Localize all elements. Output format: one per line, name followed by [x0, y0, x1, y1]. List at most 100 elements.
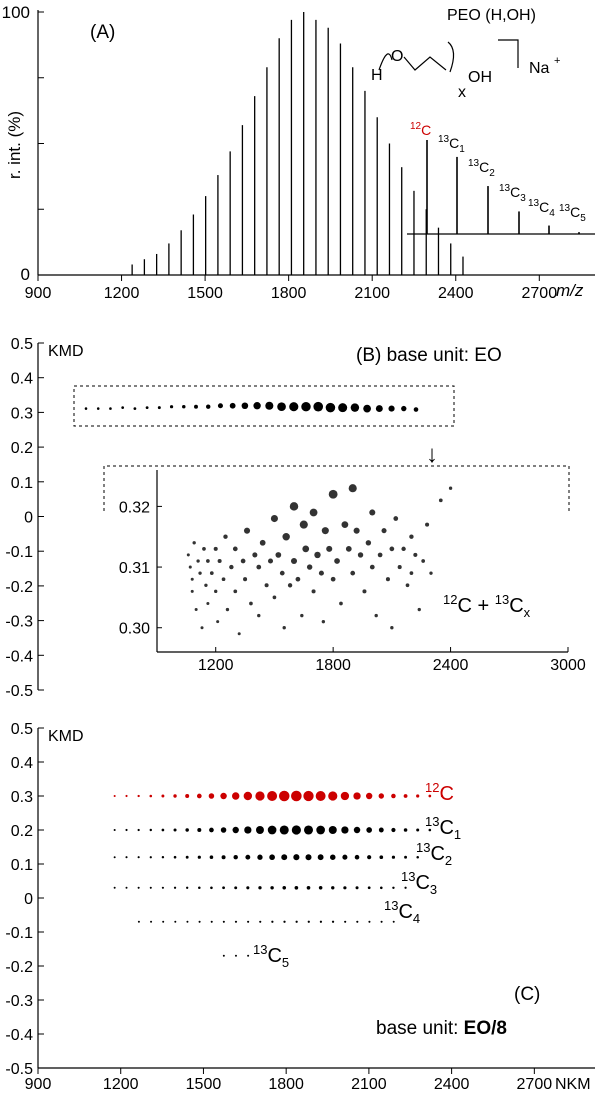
panel-c-point-12C	[149, 794, 153, 798]
inset-point	[311, 589, 316, 594]
inset-point	[381, 528, 387, 534]
panel-b-point	[182, 404, 186, 409]
inset-x-tick-label: 1200	[198, 657, 234, 674]
panel-b-y-tick-label: 0.2	[11, 440, 33, 457]
panel-c-point-13C2	[185, 855, 189, 859]
panel-c-point-13C4	[150, 920, 153, 923]
panel-b-point	[375, 405, 383, 413]
panel-c-point-13C2	[209, 855, 214, 859]
panel-c-point-13C4	[344, 920, 347, 923]
inset-point	[295, 576, 301, 582]
inset-point	[217, 558, 222, 564]
inset-point	[206, 559, 210, 563]
panel-c-y-tick-label: 0.4	[11, 755, 33, 772]
panel-b-point	[277, 402, 286, 412]
inset-point	[350, 570, 356, 576]
panel-c-y-tick-label: 0.5	[11, 721, 33, 738]
panel-c-point-13C1	[366, 827, 373, 833]
inset-point	[240, 558, 246, 564]
panel-c-point-13C4	[307, 920, 310, 923]
inset-point	[409, 534, 414, 539]
peo-na-charge: +	[554, 55, 560, 67]
panel-a-x-axis-label: m/z	[556, 281, 584, 300]
panel-c-y-tick-label: 0	[24, 891, 33, 908]
inset-point	[397, 565, 402, 570]
panel-b-y-tick-label: -0.4	[5, 648, 33, 665]
panel-c-point-13C4	[271, 920, 274, 923]
inset-point	[223, 534, 228, 539]
inset-point	[389, 546, 395, 552]
panel-c-x-tick-label: 2400	[434, 1076, 470, 1093]
panel-b-y-tick-label: 0.4	[11, 371, 33, 388]
inset-point	[374, 613, 378, 618]
inset-point	[257, 613, 261, 618]
panel-c-point-13C3	[137, 886, 140, 889]
series-label-13c3: 13C3	[401, 869, 437, 897]
panel-c-point-13C4	[174, 920, 177, 923]
panel-a-x-tick-label: 1200	[104, 285, 140, 302]
panel-c-point-13C2	[161, 855, 165, 859]
inset-point	[328, 489, 338, 499]
panel-a: 900 1200 1500 1800 2100 2400 2700 100 0 r. int…	[2, 3, 595, 302]
panel-b-point	[217, 403, 223, 409]
inset-point	[438, 498, 443, 503]
panel-c-base-unit: base unit: EO/8	[376, 1018, 507, 1039]
panel-c-point-13C5	[247, 954, 250, 957]
inset-point	[299, 520, 308, 529]
series-label-13c5: 13C5	[253, 942, 289, 970]
panel-c-point-13C2	[125, 856, 128, 859]
panel-b-points	[84, 401, 419, 413]
panel-c-x-tick-label: 900	[25, 1076, 52, 1093]
inset-x-tick-label: 1800	[315, 657, 351, 674]
panel-c-point-13C2	[173, 855, 177, 859]
inset-point	[306, 564, 313, 570]
panel-c-point-13C3	[404, 886, 407, 889]
panel-c-point-13C1	[341, 826, 349, 834]
inset-point	[425, 522, 430, 527]
panel-a-bars	[131, 12, 464, 275]
inset-point	[339, 601, 343, 606]
panel-c-point-12C	[428, 794, 432, 798]
panel-b-point	[229, 402, 236, 409]
inset-point	[190, 589, 194, 593]
inset-point	[326, 545, 333, 552]
panel-c-point-12C	[255, 791, 265, 801]
inset-point	[275, 552, 282, 558]
inset-point	[243, 527, 251, 534]
panel-b-point	[253, 402, 261, 410]
panel-a-x-tick-label: 900	[25, 285, 52, 302]
panel-c-point-13C2	[257, 854, 263, 860]
panel-c-point-12C	[328, 791, 338, 801]
inset-point	[421, 559, 426, 563]
panel-a-isotope-inset: 12C 13C1 13C2 13C3 13C4 13C5	[407, 121, 595, 235]
peo-h-atom: H	[371, 67, 383, 84]
panel-c-point-13C4	[137, 920, 140, 923]
panel-b-point	[194, 404, 198, 409]
inset-point	[214, 589, 218, 594]
inset-point	[196, 559, 200, 563]
panel-c-point-13C3	[380, 886, 383, 890]
panel-c-point-13C4	[162, 920, 165, 923]
inset-point	[221, 577, 226, 582]
panel-c-point-12C	[113, 794, 116, 798]
panel-c-point-13C1	[125, 828, 128, 832]
panel-c-point-13C3	[234, 886, 238, 890]
inset-point	[341, 521, 349, 528]
peo-na: Na	[529, 60, 550, 77]
panel-b-y-tick-label: -0.5	[5, 683, 33, 700]
panel-c-point-13C3	[113, 886, 116, 889]
panel-c-point-13C2	[416, 855, 419, 859]
panel-b-point	[401, 405, 407, 412]
panel-b: 0.5 0.4 0.3 0.2 0.1 0 -0.1 -0.2 -0.3 -0.4 -0.5 KMD…	[5, 336, 585, 700]
panel-c-point-13C2	[281, 854, 288, 861]
inset-point	[279, 570, 285, 576]
panel-c-x-tick-label: 2700	[517, 1076, 553, 1093]
inset-point	[377, 552, 383, 558]
inset-label-13c3: 13C3	[499, 183, 526, 204]
panel-c-point-13C2	[317, 854, 324, 861]
panel-c-y-tick-label: -0.5	[5, 1061, 33, 1078]
panel-c-point-13C1	[267, 825, 277, 835]
panel-c-point-12C	[196, 793, 202, 799]
inset-point	[357, 552, 364, 558]
inset-point	[256, 564, 262, 570]
